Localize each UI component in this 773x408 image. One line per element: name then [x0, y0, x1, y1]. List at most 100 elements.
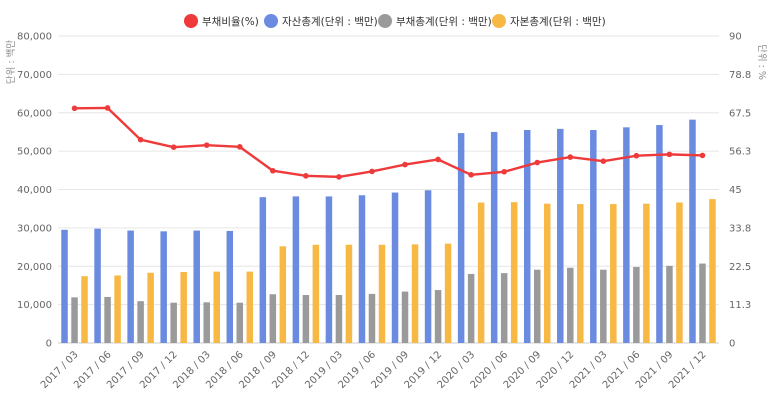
debt-ratio-point	[600, 158, 607, 164]
bar-equity	[312, 244, 320, 343]
bar-assets	[160, 231, 167, 343]
debt-ratio-point	[633, 152, 640, 159]
bar-liabilities	[434, 290, 442, 343]
legend-marker	[492, 14, 506, 28]
bar-equity	[180, 272, 187, 343]
bar-equity	[246, 271, 254, 343]
bar-liabilities	[203, 302, 210, 343]
bar-assets	[623, 127, 630, 344]
bar-liabilities	[269, 294, 277, 343]
debt-ratio-point	[435, 156, 441, 163]
legend-marker	[184, 14, 198, 28]
bars-layer	[61, 119, 716, 344]
y-axis-right-title: 단위 : %	[756, 44, 768, 80]
bar-assets	[424, 190, 432, 343]
y-left-tick-label: 70,000	[17, 70, 52, 81]
legend-marker	[378, 14, 392, 28]
bar-assets	[689, 119, 696, 343]
y-right-tick-label: 56.3	[729, 147, 751, 158]
bar-liabilities	[633, 267, 640, 343]
bar-liabilities	[533, 269, 541, 343]
y-right-tick-label: 0	[729, 339, 735, 350]
bar-liabilities	[467, 273, 475, 343]
bar-liabilities	[302, 295, 310, 343]
y-right-tick-label: 45	[729, 185, 742, 196]
y-axis-right: 0 11.3 22.5 33.8 45 56.3 67.5 78.8 90	[729, 32, 751, 350]
y-left-tick-label: 0	[46, 339, 52, 350]
debt-ratio-point	[137, 136, 144, 143]
y-right-tick-label: 33.8	[729, 223, 751, 234]
bar-liabilities	[500, 273, 508, 343]
bar-assets	[259, 197, 267, 343]
debt-ratio-point	[336, 174, 342, 180]
legend-label: 부채총계(단위 : 백만)	[396, 15, 492, 28]
y-right-tick-label: 11.3	[729, 300, 751, 311]
debt-ratio-point	[567, 154, 574, 160]
debt-ratio-line	[74, 106, 703, 179]
y-left-tick-label: 20,000	[17, 262, 52, 273]
legend: 부채비율(%) 자산총계(단위 : 백만) 부채총계(단위 : 백만) 자본총계(단위…	[184, 14, 606, 28]
bar-liabilities	[335, 295, 343, 343]
legend-marker	[264, 14, 278, 28]
bar-equity	[444, 243, 452, 343]
bar-assets	[590, 130, 597, 343]
debt-ratio-point	[666, 151, 673, 158]
debt-ratio-point	[303, 173, 309, 179]
y-left-tick-label: 60,000	[17, 108, 52, 119]
legend-label: 부채비율(%)	[202, 16, 259, 28]
bar-assets	[523, 130, 531, 343]
bar-equity	[411, 244, 419, 343]
bar-liabilities	[600, 269, 607, 343]
y-axis-left-title: 단위 : 백만	[5, 40, 17, 84]
bar-equity	[378, 244, 386, 343]
debt-ratio-point	[699, 152, 706, 159]
bar-equity	[510, 202, 518, 343]
debt-ratio-point	[236, 144, 243, 150]
y-right-tick-label: 22.5	[729, 262, 751, 273]
bar-liabilities	[71, 297, 78, 343]
gridlines	[58, 35, 719, 344]
debt-ratio-point	[203, 142, 210, 148]
bar-equity	[676, 202, 683, 343]
legend-label: 자산총계(단위 : 백만)	[282, 15, 378, 28]
bar-liabilities	[567, 267, 574, 343]
debt-ratio-point	[534, 159, 541, 166]
bar-equity	[81, 276, 88, 343]
y-axis-left: 0 10,000 20,000 30,000 40,000 50,000 60,000 70,…	[17, 32, 52, 350]
bar-assets	[193, 230, 200, 343]
debt-ratio-point	[402, 161, 408, 168]
bar-assets	[490, 131, 498, 343]
bar-equity	[643, 203, 650, 343]
bar-liabilities	[699, 263, 706, 343]
y-left-tick-label: 80,000	[17, 32, 52, 43]
y-left-tick-label: 50,000	[17, 147, 52, 158]
debt-ratio-point	[468, 172, 474, 178]
bar-assets	[457, 133, 465, 343]
bar-liabilities	[368, 293, 376, 343]
bar-assets	[61, 229, 68, 343]
debt-ratio-point	[501, 168, 507, 175]
bar-assets	[358, 195, 366, 343]
bar-assets	[391, 192, 399, 343]
bar-liabilities	[236, 302, 244, 343]
bar-equity	[114, 275, 121, 343]
debt-ratio-point	[170, 144, 177, 151]
bar-equity	[147, 272, 154, 343]
bar-equity	[477, 202, 485, 343]
debt-ratio-point	[270, 167, 276, 174]
bar-liabilities	[170, 302, 177, 343]
bar-liabilities	[137, 301, 144, 343]
debt-ratio-point	[71, 105, 78, 112]
bar-liabilities	[666, 265, 673, 343]
bar-liabilities	[401, 291, 409, 343]
legend-label: 자본총계(단위 : 백만)	[510, 15, 606, 28]
bar-assets	[292, 196, 300, 343]
bar-assets	[656, 125, 663, 343]
line-layer	[71, 105, 706, 180]
y-left-tick-label: 40,000	[17, 185, 52, 196]
y-right-tick-label: 90	[729, 32, 742, 43]
bar-liabilities	[104, 296, 111, 343]
bar-assets	[127, 230, 134, 343]
